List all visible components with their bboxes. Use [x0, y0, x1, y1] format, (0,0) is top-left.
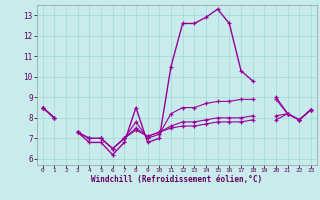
X-axis label: Windchill (Refroidissement éolien,°C): Windchill (Refroidissement éolien,°C): [91, 175, 262, 184]
